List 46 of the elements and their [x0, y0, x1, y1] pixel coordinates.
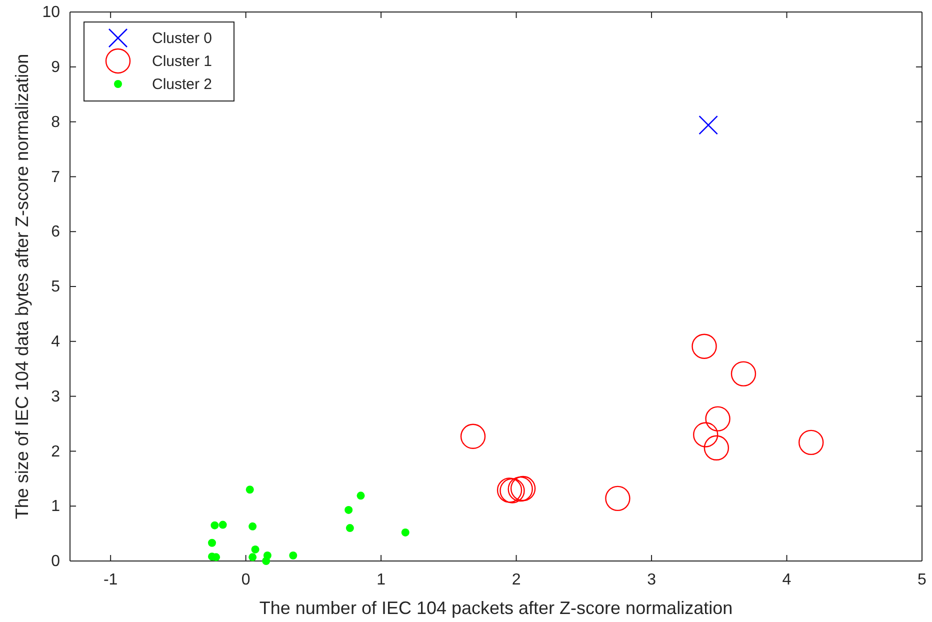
x-tick-label: 4: [782, 571, 792, 588]
point: [262, 557, 270, 565]
point: [246, 486, 254, 494]
point: [730, 361, 756, 386]
legend-label: Cluster 0: [152, 30, 212, 47]
point: [698, 115, 718, 135]
y-tick-label: 9: [51, 59, 60, 76]
y-tick-label: 0: [51, 553, 60, 570]
point: [218, 520, 227, 529]
point: [356, 492, 365, 500]
point: [704, 435, 730, 461]
point: [605, 486, 630, 512]
legend-label: Cluster 1: [152, 53, 212, 70]
legend-label: Cluster 2: [152, 76, 212, 93]
point: [208, 538, 216, 547]
y-tick-label: 8: [51, 114, 60, 131]
point: [289, 552, 298, 560]
y-tick-label: 1: [51, 498, 60, 516]
x-tick-label: 1: [376, 571, 386, 588]
y-tick-label: 2: [51, 443, 60, 460]
point: [212, 553, 220, 562]
y-tick-label: 3: [51, 388, 60, 406]
y-tick-label: 4: [51, 334, 60, 351]
point: [705, 406, 730, 432]
point: [401, 528, 410, 536]
y-tick-label: 10: [42, 4, 60, 22]
y-tick-label: 7: [51, 168, 60, 186]
point: [248, 522, 257, 530]
y-tick-label: 5: [51, 278, 60, 296]
x-tick-label: 2: [512, 571, 521, 588]
x-tick-label: 5: [918, 571, 927, 588]
point: [248, 553, 257, 562]
point: [210, 521, 219, 530]
y-tick-label: 6: [51, 224, 60, 241]
point: [692, 334, 717, 359]
point: [346, 524, 354, 532]
point: [693, 422, 718, 448]
y-axis-title: The size of IEC 104 data bytes after Z-score normalization: [12, 54, 32, 520]
point: [460, 424, 486, 449]
point: [798, 430, 824, 456]
x-tick-label: -1: [103, 571, 118, 588]
point: [251, 545, 260, 554]
x-axis-title: The number of IEC 104 packets after Z-score normalization: [259, 598, 733, 618]
x-tick-label: 3: [647, 571, 656, 588]
x-tick-label: 0: [241, 571, 250, 588]
point: [344, 506, 353, 514]
